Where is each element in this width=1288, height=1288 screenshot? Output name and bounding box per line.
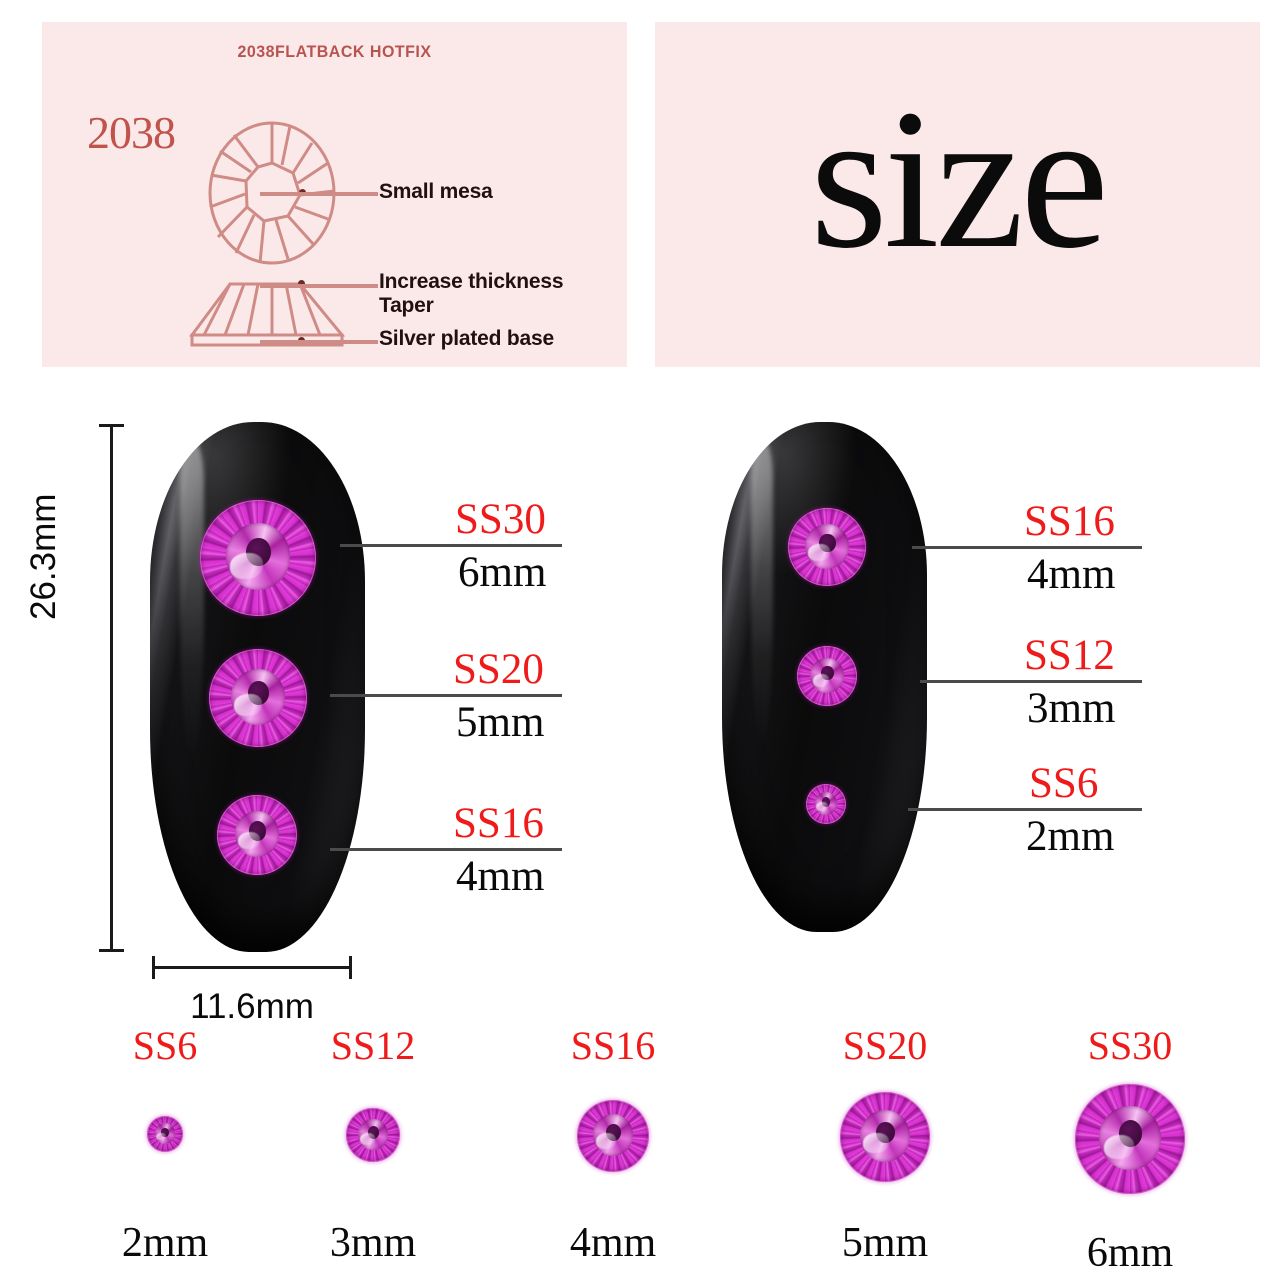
size-sample-mm-label: 2mm — [121, 1220, 209, 1266]
nail-width-right-cap — [349, 956, 352, 979]
rhinestone-sample-5mm — [840, 1092, 930, 1182]
rhinestone-right-ss6 — [806, 784, 846, 824]
callout-rule — [330, 694, 562, 697]
callout-rule — [908, 808, 1142, 811]
mesa-leader-line — [260, 192, 378, 196]
rhinestone-sample-4mm — [577, 1100, 649, 1172]
size-sample-stone-wrap — [1035, 1084, 1225, 1204]
callout-ss-label: SS16 — [1024, 498, 1115, 545]
callout-rule — [340, 544, 562, 547]
nail-height-top-cap — [99, 424, 124, 427]
nail-width-label: 11.6mm — [190, 987, 314, 1026]
thickness-leader-line — [260, 284, 378, 288]
nail-height-dimension-line — [110, 424, 113, 952]
size-sample-mm-label: 6mm — [1086, 1230, 1174, 1276]
nail-height-label: 26.3mm — [24, 493, 63, 620]
diagram-title: 2038FLATBACK HOTFIX — [237, 43, 432, 62]
flatback-diagram-panel: 2038FLATBACK HOTFIX 2038 — [42, 22, 627, 367]
callout-rule — [330, 848, 562, 851]
rhinestone-right-ss16 — [788, 508, 866, 586]
size-sample-mm-label: 5mm — [841, 1220, 929, 1266]
rhinestone-sample-2mm — [147, 1116, 183, 1152]
callout-ss-label: SS12 — [1024, 632, 1115, 679]
label-silver-plated-base: Silver plated base — [379, 327, 554, 350]
size-sample-mm-label: 4mm — [569, 1220, 657, 1266]
rhinestone-sample-6mm — [1075, 1084, 1185, 1194]
size-heading-text: size — [810, 69, 1109, 290]
diagram-product-code: 2038 — [87, 107, 176, 158]
label-small-mesa: Small mesa — [379, 180, 493, 203]
rhinestone-right-ss12 — [797, 646, 857, 706]
size-heading-panel: size — [655, 22, 1260, 367]
callout-rule — [920, 680, 1142, 683]
callout-ss-label: SS30 — [455, 496, 546, 543]
nail-width-left-cap — [152, 956, 155, 979]
callout-rule — [912, 546, 1142, 549]
size-sample-ss-label: SS20 — [842, 1023, 928, 1068]
size-sample-stone-wrap — [518, 1084, 708, 1204]
nail-right-gloss — [750, 437, 774, 754]
base-leader-line — [260, 340, 378, 344]
callout-mm-label: 5mm — [456, 699, 545, 746]
rhinestone-sideview-icon — [189, 282, 346, 347]
callout-ss-label: SS6 — [1029, 760, 1099, 807]
label-increase-thickness: Increase thickness — [379, 270, 564, 293]
label-taper: Taper — [379, 294, 434, 317]
nail-width-dimension-line — [152, 966, 352, 969]
size-sample-stone-wrap — [790, 1084, 980, 1204]
rhinestone-left-ss30 — [200, 500, 316, 616]
rhinestone-topview-icon — [208, 121, 336, 265]
size-sample-ss-label: SS16 — [570, 1023, 656, 1068]
nail-height-bottom-cap — [99, 949, 124, 952]
rhinestone-left-ss20 — [209, 649, 307, 747]
callout-mm-label: 4mm — [456, 853, 545, 900]
rhinestone-left-ss16 — [217, 795, 297, 875]
callout-mm-label: 2mm — [1026, 813, 1115, 860]
size-sample-ss-label: SS12 — [330, 1023, 416, 1068]
size-sample-ss-label: SS30 — [1087, 1023, 1173, 1068]
callout-ss-label: SS20 — [453, 646, 544, 693]
callout-mm-label: 3mm — [1027, 685, 1116, 732]
size-sample-stone-wrap — [278, 1084, 468, 1204]
callout-ss-label: SS16 — [453, 800, 544, 847]
callout-mm-label: 4mm — [1027, 551, 1116, 598]
rhinestone-sample-3mm — [346, 1108, 400, 1162]
size-sample-mm-label: 3mm — [329, 1220, 417, 1266]
size-sample-stone-wrap — [70, 1084, 260, 1204]
thickness-anchor-dot — [298, 280, 305, 287]
callout-mm-label: 6mm — [458, 549, 547, 596]
nail-left-gloss — [180, 437, 204, 767]
size-sample-ss-label: SS6 — [132, 1023, 198, 1068]
